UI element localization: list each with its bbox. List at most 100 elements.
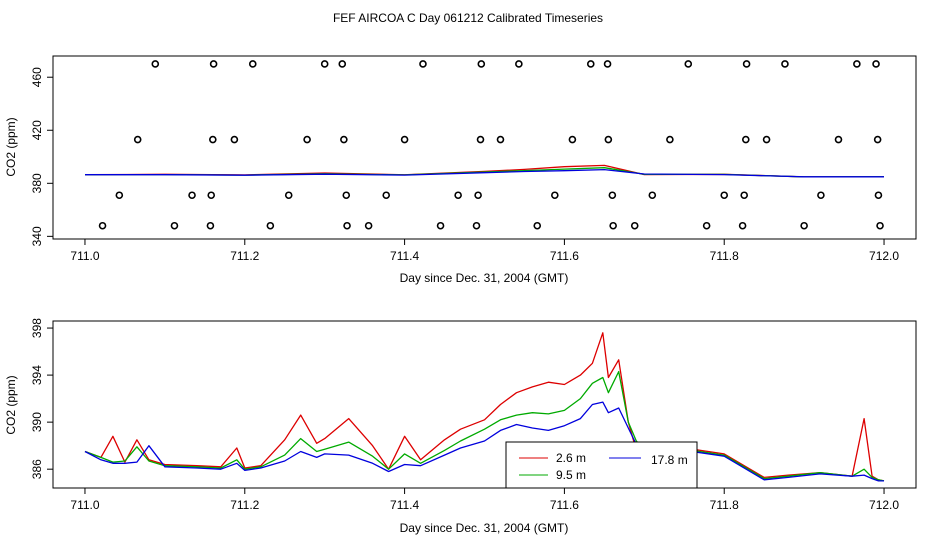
- calibration-marker: [207, 191, 216, 200]
- calibration-marker: [151, 60, 160, 68]
- calibration-marker: [604, 135, 613, 144]
- calibration-marker: [474, 191, 482, 200]
- calibration-marker: [209, 60, 218, 68]
- calibration-marker: [400, 135, 409, 144]
- calibration-marker: [266, 221, 275, 230]
- calibration-marker: [551, 191, 559, 200]
- calibration-marker: [364, 221, 373, 230]
- calibration-marker: [853, 60, 861, 68]
- bottom-x-axis: 711.0 711.2 711.4 711.6 711.8 712.0: [70, 488, 899, 512]
- calibration-marker: [320, 60, 329, 68]
- top-x-tick-label: 711.4: [390, 249, 419, 263]
- calibration-marker: [648, 191, 657, 200]
- top-y-tick-label: 380: [30, 173, 44, 193]
- calibration-marker: [684, 60, 693, 68]
- calibration-marker: [436, 221, 445, 230]
- calibration-marker: [115, 191, 124, 200]
- calibration-marker: [742, 60, 751, 68]
- legend-label-17-8m: 17.8 m: [651, 453, 688, 467]
- calibration-marker: [382, 191, 391, 200]
- calibration-marker: [476, 135, 485, 144]
- chart-title: FEF AIRCOA C Day 061212 Calibrated Times…: [333, 11, 603, 25]
- bottom-y-tick-label: 398: [30, 318, 44, 338]
- top-y-axis: 340 380 420 460: [30, 67, 53, 246]
- top-marker-layer: [98, 60, 884, 230]
- top-series-17-8-mline: [85, 168, 884, 178]
- bottom-series-2-6-mline: [84, 332, 885, 482]
- bottom-x-tick-label: 711.8: [710, 498, 739, 512]
- calibration-marker: [834, 135, 843, 144]
- top-x-tick-label: 711.8: [710, 249, 739, 263]
- calibration-marker: [188, 191, 196, 200]
- calibration-marker: [586, 60, 595, 68]
- top-x-tick-label: 711.2: [230, 249, 259, 263]
- calibration-marker: [170, 221, 179, 230]
- top-panel: 711.0 711.2 711.4 711.6 711.8 712.0 340 380 420…: [4, 55, 917, 285]
- bottom-x-tick-label: 711.6: [550, 498, 579, 512]
- calibration-marker: [209, 135, 217, 144]
- bottom-x-tick-label: 712.0: [869, 498, 899, 512]
- calibration-marker: [609, 221, 617, 230]
- top-x-axis-label: Day since Dec. 31, 2004 (GMT): [400, 271, 569, 285]
- calibration-marker: [477, 60, 486, 68]
- calibration-marker: [284, 191, 293, 200]
- calibration-marker: [533, 221, 542, 230]
- calibration-marker: [702, 221, 711, 230]
- legend-label-2-6m: 2.6 m: [556, 451, 586, 465]
- bottom-x-tick-label: 711.0: [70, 498, 99, 512]
- bottom-y-tick-label: 386: [30, 459, 44, 479]
- calibration-marker: [568, 135, 577, 144]
- bottom-y-tick-label: 394: [30, 365, 44, 385]
- bottom-x-tick-label: 711.2: [230, 498, 259, 512]
- top-x-tick-label: 712.0: [869, 249, 899, 263]
- bottom-y-axis-label: CO2 (ppm): [4, 375, 18, 434]
- top-y-axis-label: CO2 (ppm): [4, 117, 18, 176]
- calibration-marker: [874, 191, 883, 200]
- calibration-marker: [817, 191, 825, 200]
- calibration-marker: [248, 60, 257, 68]
- calibration-marker: [343, 221, 351, 230]
- calibration-marker: [872, 60, 880, 68]
- calibration-marker: [340, 135, 348, 144]
- calibration-marker: [133, 135, 142, 144]
- calibration-marker: [496, 135, 505, 144]
- calibration-marker: [515, 60, 523, 68]
- calibration-marker: [206, 221, 215, 230]
- calibration-marker: [873, 135, 882, 144]
- bottom-x-axis-label: Day since Dec. 31, 2004 (GMT): [400, 521, 569, 535]
- bottom-series-layer: [84, 332, 885, 482]
- calibration-marker: [472, 221, 481, 230]
- calibration-marker: [740, 191, 748, 200]
- calibration-marker: [454, 191, 462, 200]
- legend-label-9-5m: 9.5 m: [556, 468, 586, 482]
- top-y-tick-label: 340: [30, 226, 44, 246]
- bottom-panel: 711.0 711.2 711.4 711.6 711.8 712.0 386 390 394…: [4, 318, 917, 535]
- bottom-series-17-8-mline: [84, 401, 884, 482]
- calibration-marker: [738, 221, 747, 230]
- bottom-series-9-5-mline: [84, 370, 885, 482]
- calibration-marker: [630, 221, 639, 230]
- legend: 2.6 m 9.5 m 17.8 m: [505, 441, 698, 489]
- calibration-marker: [781, 60, 789, 68]
- calibration-marker: [741, 135, 750, 144]
- bottom-y-tick-label: 390: [30, 412, 44, 432]
- top-plot-frame: [52, 55, 917, 240]
- calibration-marker: [720, 191, 729, 200]
- top-y-tick-label: 460: [30, 67, 44, 87]
- calibration-marker: [342, 191, 351, 200]
- bottom-y-axis: 386 390 394 398: [30, 318, 53, 479]
- bottom-plot-frame: [52, 320, 917, 489]
- top-x-axis: 711.0 711.2 711.4 711.6 711.8 712.0: [70, 239, 899, 263]
- calibration-marker: [666, 135, 674, 144]
- calibration-marker: [876, 221, 884, 230]
- calibration-marker: [603, 60, 612, 68]
- top-series-layer: [84, 164, 885, 178]
- calibration-marker: [762, 135, 771, 144]
- calibration-marker: [800, 221, 808, 230]
- calibration-marker: [608, 191, 617, 200]
- calibration-marker: [230, 135, 239, 144]
- top-x-tick-label: 711.6: [550, 249, 579, 263]
- calibration-marker: [419, 60, 427, 68]
- top-x-tick-label: 711.0: [70, 249, 99, 263]
- legend-box: [505, 441, 698, 489]
